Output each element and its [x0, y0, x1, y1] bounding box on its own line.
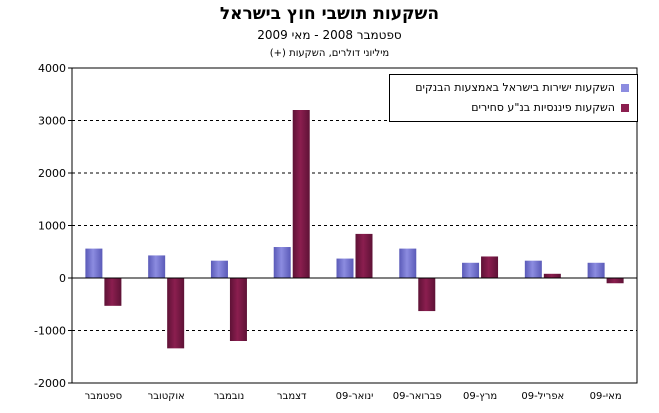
x-tick-label: ספטמבר — [85, 391, 122, 402]
bar-direct — [524, 260, 542, 278]
bar-direct — [336, 258, 354, 278]
bar-financial — [104, 278, 122, 306]
x-tick-label: פברואר-09 — [393, 391, 442, 402]
bar-direct — [273, 247, 291, 278]
x-tick-label: אוקטובר — [148, 391, 185, 402]
bar-financial — [418, 278, 436, 312]
x-tick-label: ינואר-09 — [336, 391, 374, 402]
bar-direct — [85, 248, 103, 278]
legend-label-financial: השקעות פיננסיות בנ"ע סחירים — [471, 101, 615, 114]
chart-unit-label: מיליוני דולרים, השקעות (+) — [269, 48, 390, 59]
bar-direct — [462, 262, 480, 278]
bar-financial — [167, 278, 185, 349]
legend-label-direct: השקעות ישירות בישראל באמצעות הבנקים — [415, 81, 615, 94]
chart-title: השקעות תושבי חוץ בישראל — [219, 4, 440, 24]
x-tick-label: דצמבר — [277, 391, 307, 402]
y-tick-label: 3000 — [38, 115, 66, 128]
x-tick-label: מאי-09 — [590, 391, 622, 402]
y-tick-label: 0 — [59, 272, 66, 285]
chart-subtitle: ספטמבר 2008 - מאי 2009 — [257, 28, 402, 42]
y-tick-label: 1000 — [38, 220, 66, 233]
bar-financial — [355, 233, 373, 278]
bar-financial — [606, 278, 624, 284]
bar-direct — [210, 260, 228, 278]
legend-item-financial: השקעות פיננסיות בנ"ע סחירים — [471, 101, 629, 114]
y-tick-label: 4000 — [38, 62, 66, 75]
y-tick-label: 2000 — [38, 167, 66, 180]
x-tick-label: אפריל-09 — [521, 391, 564, 402]
legend-swatch-direct — [621, 83, 629, 92]
bar-financial — [543, 273, 561, 278]
chart-legend: השקעות ישירות בישראל באמצעות הבנקים השקע… — [389, 74, 638, 122]
y-tick-label: -1000 — [34, 325, 66, 338]
x-tick-label: מרץ-09 — [463, 391, 497, 402]
y-tick-label: -2000 — [34, 377, 66, 390]
x-tick-label: נובמבר — [214, 391, 245, 402]
bar-direct — [148, 255, 166, 278]
bar-financial — [292, 110, 310, 278]
legend-item-direct: השקעות ישירות בישראל באמצעות הבנקים — [415, 81, 629, 94]
bar-direct — [587, 262, 605, 278]
legend-swatch-financial — [621, 103, 629, 112]
bar-financial — [481, 256, 499, 278]
bar-financial — [229, 278, 247, 341]
bar-direct — [399, 248, 417, 278]
